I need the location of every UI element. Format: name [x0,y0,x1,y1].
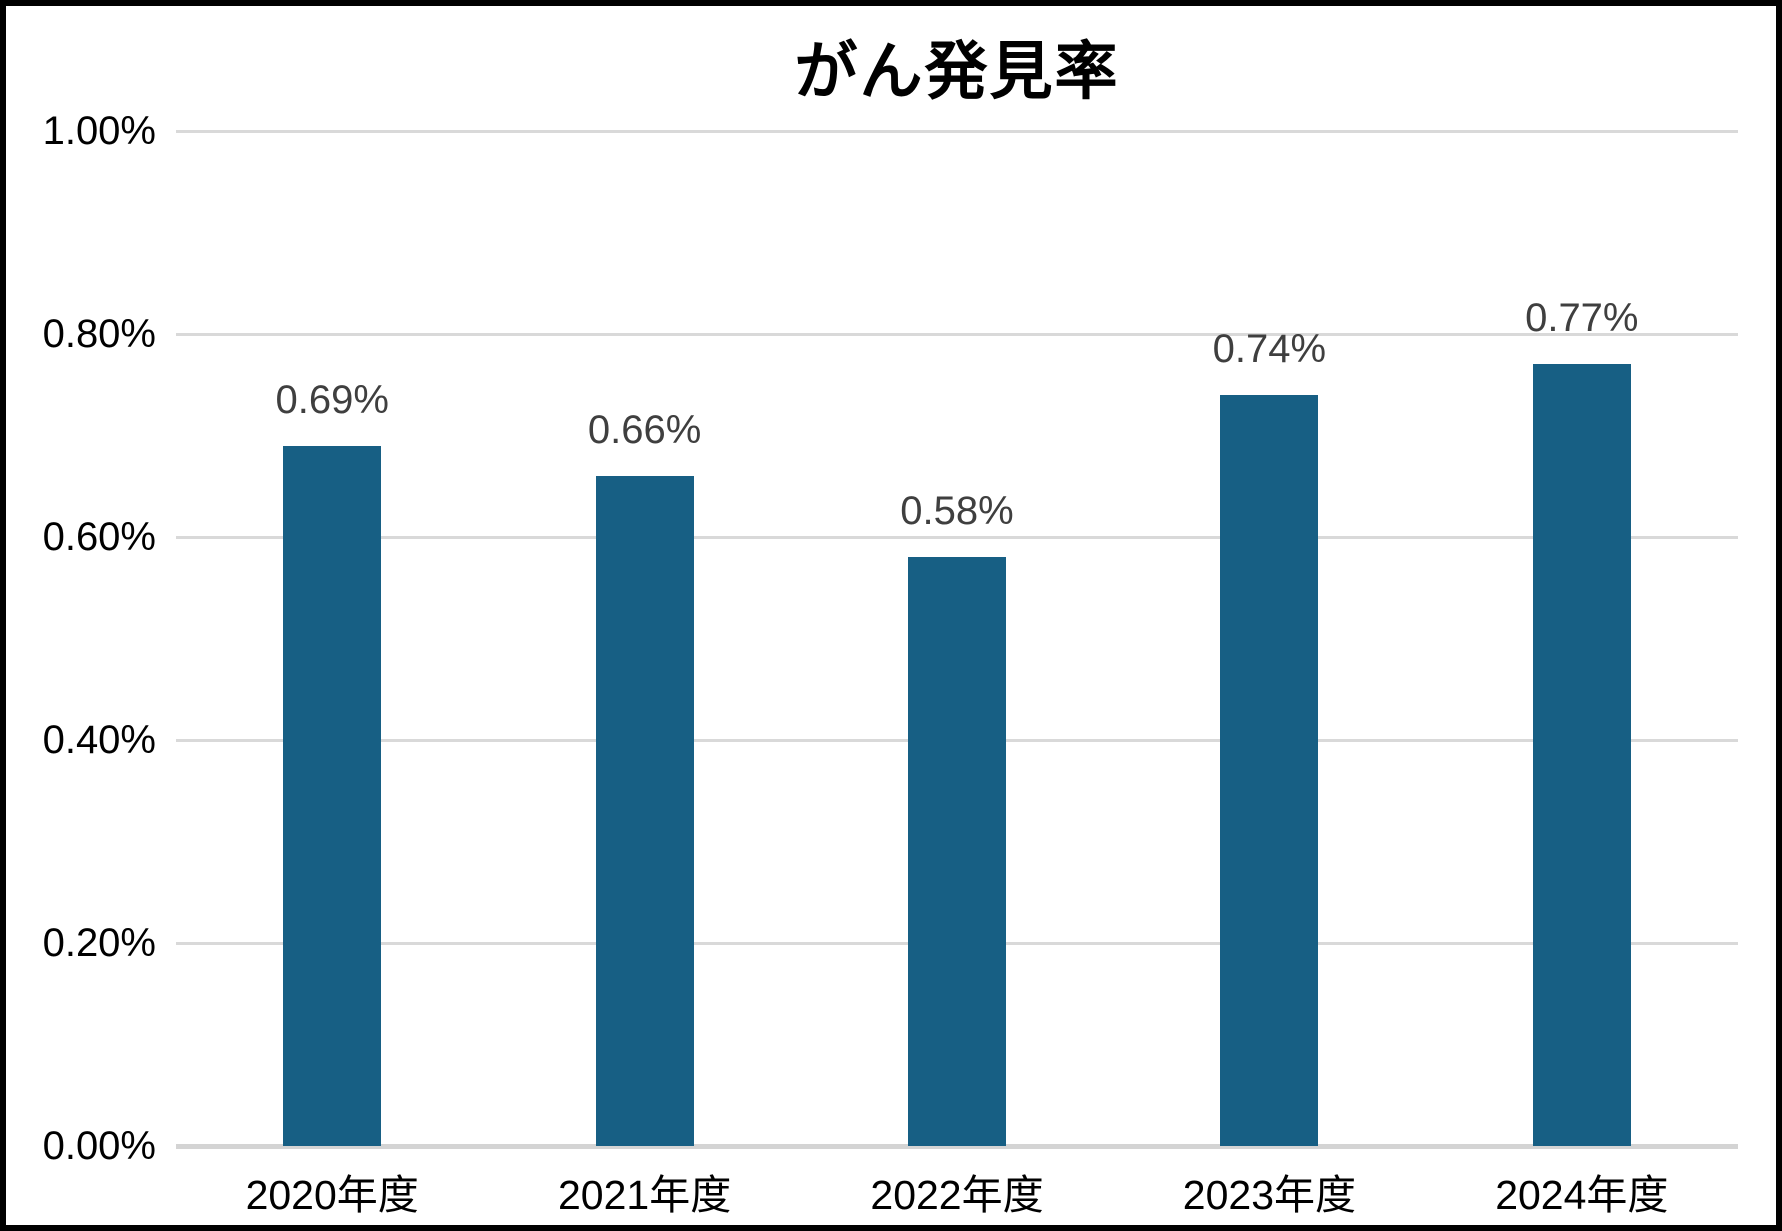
x-tick-label: 2021年度 [557,1172,732,1218]
gridline [176,333,1738,336]
gridline [176,130,1738,133]
bar-value-label: 0.74% [1212,326,1327,371]
bar [595,476,694,1146]
x-tick-label: 2024年度 [1495,1172,1669,1218]
x-tick-label: 2020年度 [245,1172,419,1218]
bar [1220,394,1319,1146]
y-tick-label: 1.00% [42,109,156,153]
plot-area: 0.69% 0.66% 0.58% 0.74% 0.77% [176,130,1738,1149]
x-tick-label: 2023年度 [1182,1172,1356,1218]
bar-value-label: 0.66% [587,408,702,453]
gridline [176,536,1738,539]
y-tick-label: 0.00% [42,1124,156,1168]
x-axis-line [176,1144,1738,1149]
x-tick-label: 2022年度 [870,1172,1044,1218]
bar [283,445,382,1146]
bar-value-label: 0.77% [1525,296,1639,341]
bar [1532,364,1631,1146]
chart-title: がん発見率 [794,37,1120,107]
bar-value-label: 0.58% [900,489,1014,534]
bar-value-label: 0.69% [275,377,389,422]
y-tick-label: 0.80% [42,312,156,356]
y-tick-label: 0.60% [42,515,156,559]
y-tick-label: 0.20% [42,921,156,965]
bar [908,557,1006,1146]
y-tick-label: 0.40% [42,718,156,762]
